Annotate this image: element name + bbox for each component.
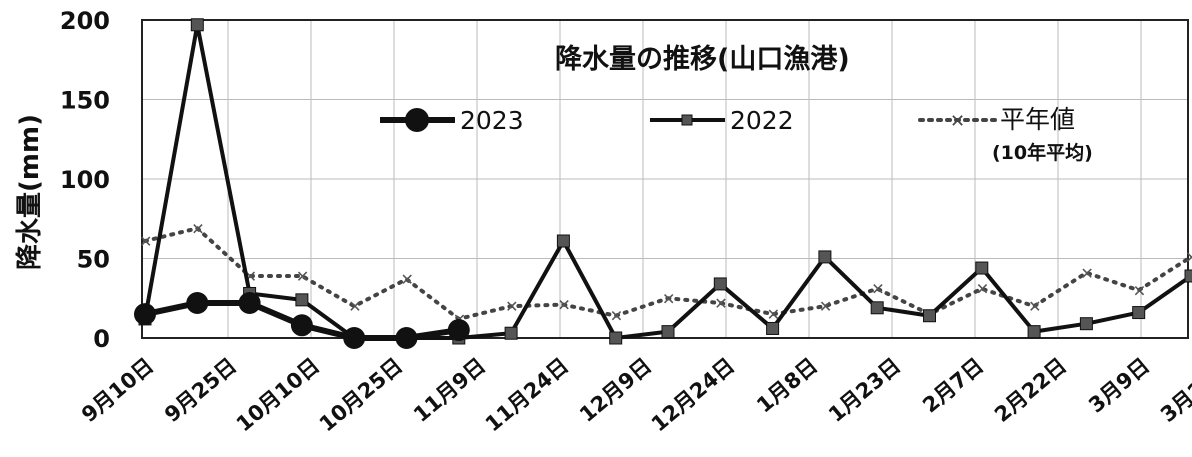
legend-label-2022: 2022 — [730, 106, 794, 135]
x-tick-label: 11月24日 — [481, 353, 573, 436]
series-line-avg — [143, 226, 1192, 322]
marker-2022 — [661, 325, 675, 339]
y-tick-label: 100 — [60, 166, 110, 194]
marker-2023 — [186, 292, 209, 315]
avg-marker: ✕ — [505, 297, 518, 316]
legend: 2023 2022 ✕ 平年値 (10年平均) — [380, 105, 1093, 164]
avg-marker: ✕ — [139, 232, 152, 251]
marker-2022 — [609, 331, 623, 345]
marker-2023 — [395, 327, 418, 349]
avg-marker: ✕ — [819, 297, 832, 316]
marker-2022 — [870, 301, 884, 315]
avg-marker: ✕ — [1028, 297, 1041, 316]
avg-marker: ✕ — [871, 280, 884, 299]
avg-marker: ✕ — [191, 219, 204, 238]
avg-marker: ✕ — [348, 297, 361, 316]
marker-2022 — [556, 234, 570, 248]
x-tick-label: 2月7日 — [918, 353, 988, 417]
x-tick-label: 9月10日 — [77, 353, 158, 427]
legend-label-2023: 2023 — [460, 106, 524, 135]
marker-2022 — [190, 18, 204, 32]
x-tick-label: 11月9日 — [409, 353, 490, 427]
avg-marker: ✕ — [714, 294, 727, 313]
x-tick-label: 12月24日 — [647, 353, 739, 436]
marker-2022 — [713, 277, 727, 291]
x-tick-label: 3月9日 — [1084, 353, 1154, 417]
y-axis-label: 降水量(mm) — [15, 114, 45, 270]
marker-2022 — [1132, 306, 1146, 320]
avg-marker: ✕ — [557, 296, 570, 315]
marker-2022 — [818, 250, 832, 264]
x-tick-label: 1月23日 — [824, 353, 905, 427]
x-tick-label: 10月10日 — [232, 353, 324, 436]
y-tick-label: 0 — [93, 325, 110, 353]
legend-label-avg: 平年値 — [1000, 105, 1075, 134]
avg-marker: ✕ — [1080, 264, 1093, 283]
marker-2022 — [766, 321, 780, 335]
marker-2023 — [290, 314, 313, 337]
avg-marker: ✕ — [401, 270, 414, 289]
x-tick-label: 9月25日 — [160, 353, 241, 427]
avg-marker: ✕ — [610, 307, 623, 326]
marker-2023 — [343, 327, 366, 349]
marker-2022 — [923, 309, 936, 323]
x-tick-label: 3月24日 — [1156, 353, 1192, 427]
avg-marker: ✕ — [1133, 281, 1146, 300]
y-tick-label: 50 — [77, 246, 110, 274]
marker-2022 — [295, 293, 309, 307]
marker-2023 — [238, 292, 261, 315]
y-tick-label: 200 — [60, 7, 110, 35]
avg-marker: ✕ — [1185, 248, 1192, 267]
avg-marker: ✕ — [767, 305, 780, 324]
x-tick-label: 12月9日 — [575, 353, 656, 427]
marker-2022 — [1184, 269, 1192, 283]
marker-2022 — [504, 326, 518, 340]
avg-marker: ✕ — [662, 289, 675, 308]
x-tick-label: 2月22日 — [990, 353, 1071, 427]
marker-2022 — [975, 261, 989, 275]
marker-2023 — [447, 319, 470, 342]
legend-sublabel-avg: (10年平均) — [992, 141, 1093, 164]
marker-2022 — [1027, 325, 1041, 339]
marker-2022 — [1079, 317, 1093, 331]
legend-marker-2023 — [405, 108, 429, 132]
x-tick-label: 10月25日 — [315, 353, 407, 436]
marker-2023 — [134, 303, 156, 326]
legend-marker-avg: ✕ — [950, 111, 965, 132]
avg-marker: ✕ — [296, 267, 309, 286]
avg-marker: ✕ — [976, 280, 989, 299]
chart-title: 降水量の推移(山口漁港) — [555, 44, 850, 75]
series-group: ✕✕✕✕✕✕✕✕✕✕✕✕✕✕✕✕✕✕✕✕✕ — [134, 18, 1192, 349]
y-tick-label: 150 — [60, 87, 110, 115]
x-tick-label: 1月8日 — [752, 353, 822, 417]
legend-marker-2022 — [681, 114, 693, 126]
y-axis-ticks: 0 50 100 150 200 — [60, 7, 110, 353]
